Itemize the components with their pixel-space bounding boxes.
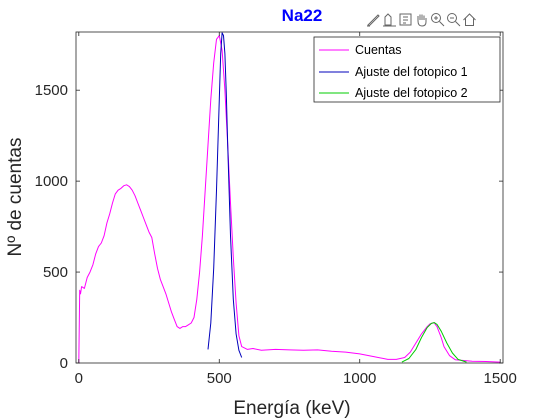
y-axis-label: Nº de cuentas — [5, 138, 26, 257]
legend-label-fit-2: Ajuste del fotopico 2 — [355, 86, 468, 100]
home-icon[interactable] — [462, 10, 477, 28]
pan-icon[interactable] — [414, 10, 429, 28]
x-tick-label: 500 — [207, 370, 232, 387]
x-tick-label: 0 — [75, 370, 83, 387]
series-layer — [78, 32, 501, 364]
legend[interactable]: Cuentas Ajuste del fotopico 1 Ajuste del… — [313, 36, 501, 103]
x-tick-label: 1000 — [343, 370, 376, 387]
legend-box — [313, 36, 501, 103]
x-tick-label: 1500 — [484, 370, 517, 387]
axes-toolbar — [366, 9, 477, 29]
chart-title: Na22 — [282, 6, 323, 25]
data-tips-icon[interactable] — [382, 10, 397, 28]
brush-icon[interactable] — [366, 10, 381, 28]
y-tick-label: 0 — [60, 355, 68, 372]
axis-ticks: 0 500 1000 1500 0 500 1000 1500 — [35, 32, 517, 387]
legend-label-cuentas: Cuentas — [355, 43, 402, 57]
zoom-out-icon[interactable] — [446, 10, 461, 28]
y-tick-label: 1500 — [35, 82, 68, 99]
zoom-in-icon[interactable] — [430, 10, 445, 28]
y-tick-label: 500 — [43, 264, 68, 281]
series-line-2[interactable] — [207, 32, 243, 358]
y-tick-label: 1000 — [35, 173, 68, 190]
legend-label-fit-1: Ajuste del fotopico 1 — [355, 65, 468, 79]
x-axis-label: Energía (keV) — [233, 398, 350, 419]
series-line-3[interactable] — [401, 322, 467, 363]
series-line-1[interactable] — [78, 35, 501, 364]
rotate-icon[interactable] — [398, 10, 413, 28]
